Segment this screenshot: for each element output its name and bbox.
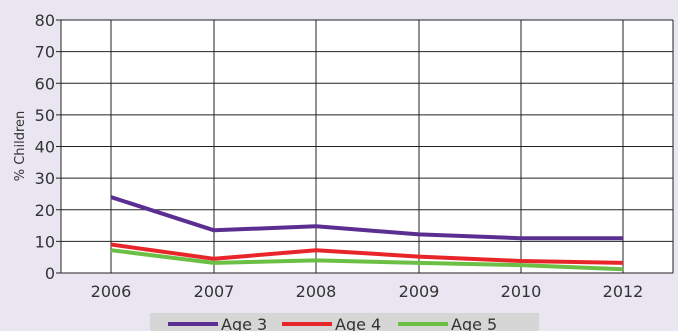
x-tick-label: 2007 [194, 282, 235, 301]
legend-label: Age 5 [451, 315, 497, 331]
x-tick-label: 2010 [501, 282, 542, 301]
y-tick-label: 70 [35, 43, 55, 62]
series-line-age-3 [110, 195, 623, 241]
y-tick-label: 80 [35, 11, 55, 30]
legend-label: Age 4 [335, 315, 381, 331]
y-tick-label: 0 [45, 264, 55, 283]
y-tick-label: 60 [35, 74, 55, 93]
y-axis-ticks: 0 10 20 30 40 50 60 70 80 [35, 11, 61, 283]
y-tick-label: 40 [35, 138, 55, 157]
y-tick-label: 10 [35, 232, 55, 251]
y-tick-label: 20 [35, 201, 55, 220]
series-line-age-5 [110, 248, 624, 272]
y-tick-label: 50 [35, 106, 55, 125]
legend-background [150, 313, 539, 331]
y-axis-title: % Children [13, 111, 28, 182]
x-tick-label: 2008 [296, 282, 337, 301]
series-lines [110, 195, 624, 272]
x-tick-label: 2009 [399, 282, 440, 301]
y-tick-label: 30 [35, 169, 55, 188]
x-tick-label: 2012 [603, 282, 644, 301]
x-tick-label: 2006 [91, 282, 132, 301]
series-line-age-4 [110, 242, 624, 265]
x-axis-ticks: 2006 2007 2008 2009 2010 2012 [91, 282, 644, 301]
legend-label: Age 3 [221, 315, 267, 331]
legend: Age 3 Age 4 Age 5 [168, 315, 497, 331]
